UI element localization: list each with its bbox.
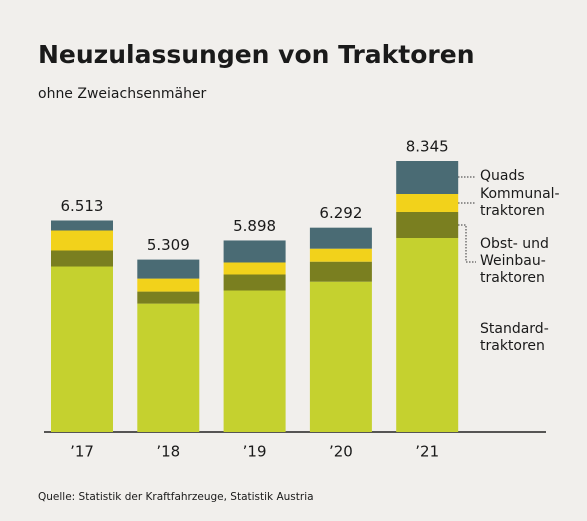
leader	[458, 224, 476, 263]
bar-segment	[396, 193, 459, 212]
legend-label: Kommunal- traktoren	[480, 186, 560, 219]
x-tick-label: ’21	[415, 443, 439, 461]
x-tick-label: ’20	[329, 443, 353, 461]
bar-segment	[137, 278, 200, 292]
x-tick-label: ’19	[243, 443, 267, 461]
total-label: 6.292	[319, 204, 362, 222]
total-label: 5.309	[147, 236, 190, 254]
chart-subtitle: ohne Zweiachsenmäher	[38, 86, 207, 102]
source: Quelle: Statistik der Kraftfahrzeuge, St…	[38, 491, 314, 503]
bar-segment	[137, 291, 200, 304]
bar-segment	[51, 220, 113, 231]
bar-segment	[309, 248, 372, 262]
total-label: 6.513	[61, 197, 104, 215]
x-tick-label: ’17	[70, 443, 94, 461]
chart-title: Neuzulassungen von Traktoren	[38, 40, 475, 69]
bar-segment	[223, 262, 286, 275]
bar-segment	[309, 261, 372, 282]
bar-segment	[223, 240, 286, 263]
x-tick-label: ’18	[156, 443, 180, 461]
bar-segment	[223, 290, 286, 432]
bar-segment	[396, 237, 459, 432]
bar-segment	[137, 259, 200, 279]
legend-label: Obst- und Weinbau- traktoren	[480, 236, 549, 286]
bar-segment	[309, 227, 372, 249]
bar-segment	[137, 303, 200, 432]
total-label: 5.898	[233, 217, 276, 235]
bar-segment	[396, 161, 459, 194]
bar-segment	[51, 230, 113, 251]
leaders	[458, 176, 476, 263]
bar-segment	[51, 266, 113, 432]
bar-segment	[396, 211, 459, 238]
legend-label: Standard- traktoren	[480, 321, 549, 354]
bar-segment	[309, 281, 372, 432]
legend-label: Quads	[480, 168, 525, 184]
bar-segment	[51, 250, 113, 267]
bar-segment	[223, 274, 286, 291]
total-label: 8.345	[406, 138, 449, 156]
